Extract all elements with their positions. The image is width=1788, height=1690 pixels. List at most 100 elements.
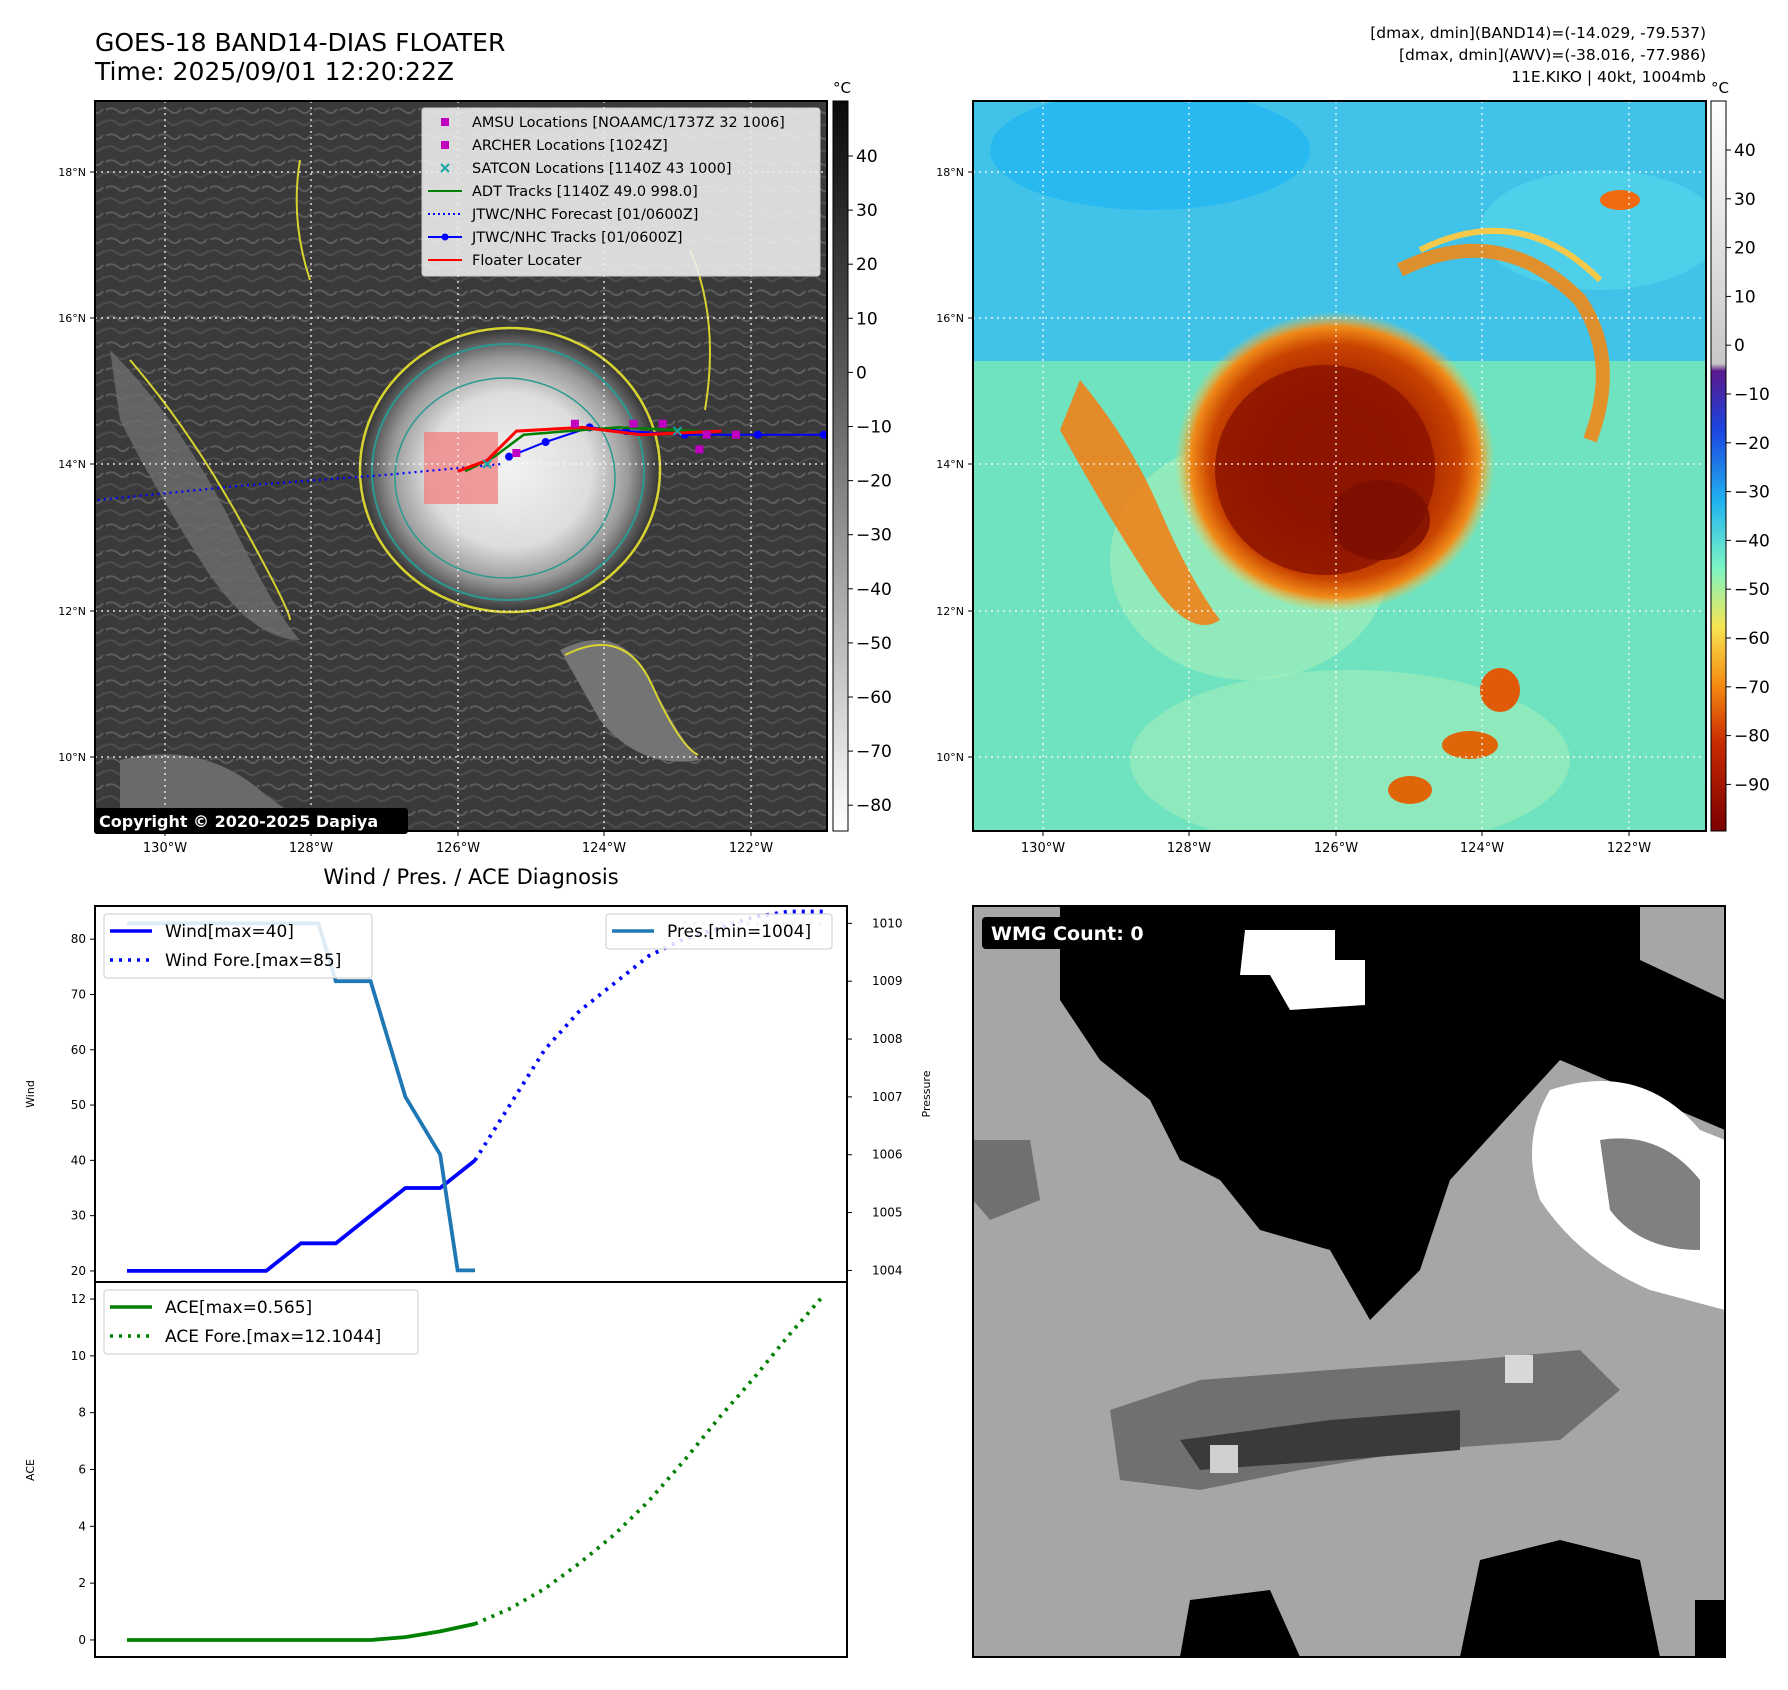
amsu-marker xyxy=(629,419,638,428)
wind-axis-label: Wind xyxy=(24,1080,37,1108)
lon-tick-label: 128°W xyxy=(289,841,333,856)
colorbar-tick-label: −60 xyxy=(856,688,892,708)
legend-label: AMSU Locations [NOAAMC/1737Z 32 1006] xyxy=(472,115,785,131)
wmg-count-label: WMG Count: 0 xyxy=(991,923,1144,945)
colorbar-tick-label: −70 xyxy=(856,742,892,762)
jtwc-track-point xyxy=(819,430,827,439)
colorbar-tick-label: −60 xyxy=(1734,629,1770,649)
colorbar-tick-label: −40 xyxy=(856,580,892,600)
lat-tick-label: 18°N xyxy=(936,166,964,179)
legend-label: ADT Tracks [1140Z 49.0 998.0] xyxy=(472,184,698,200)
amsu-marker xyxy=(702,430,711,439)
amsu-marker xyxy=(658,419,667,428)
legend-label: SATCON Locations [1140Z 43 1000] xyxy=(472,161,731,177)
colorbar-tick-label: 10 xyxy=(1734,287,1756,307)
satcon-marker xyxy=(672,426,683,436)
wmg-frame xyxy=(972,905,1726,1658)
floater-box xyxy=(424,432,498,504)
temp-colorbar-unit: °C xyxy=(1711,79,1729,97)
lon-tick-label: 130°W xyxy=(1021,841,1065,856)
legend-label: JTWC/NHC Tracks [01/0600Z] xyxy=(471,230,683,246)
track-layer xyxy=(95,419,827,502)
archer-marker xyxy=(512,449,521,458)
colorbar-tick-label: −80 xyxy=(856,796,892,816)
lat-tick-label: 16°N xyxy=(936,312,964,325)
lat-tick-label: 14°N xyxy=(58,458,86,471)
pressure-legend-label: Pres.[min=1004] xyxy=(667,922,811,942)
temp-map-frame xyxy=(972,100,1707,832)
wind-tick-label: 50 xyxy=(71,1098,86,1112)
ace-tick-label: 8 xyxy=(78,1406,86,1420)
wind-tick-label: 80 xyxy=(71,932,86,946)
colorbar-tick-label: 40 xyxy=(1734,141,1756,161)
storm-cloud-ir xyxy=(362,330,658,610)
legend-marker-square xyxy=(441,118,449,126)
legend-label: JTWC/NHC Forecast [01/0600Z] xyxy=(471,207,698,223)
ace-legend: ACE[max=0.565] ACE Fore.[max=12.1044] xyxy=(103,1289,419,1355)
lon-tick-label: 130°W xyxy=(143,841,187,856)
amsu-marker xyxy=(570,419,579,428)
pressure-tick-label: 1004 xyxy=(872,1263,903,1277)
colorbar-tick-label: −40 xyxy=(1734,531,1770,551)
legend-label: ARCHER Locations [1024Z] xyxy=(472,138,668,154)
diagnosis-charts: Wind / Pres. / ACE Diagnosis 20304050607… xyxy=(24,865,933,1658)
lon-tick-label: 122°W xyxy=(1607,841,1651,856)
ir-map-panel: AMSU Locations [NOAAMC/1737Z 32 1006] ARC… xyxy=(94,79,892,834)
colorbar-tick-label: 10 xyxy=(856,309,878,329)
diagnosis-title: Wind / Pres. / ACE Diagnosis xyxy=(323,865,618,889)
wmg-badge xyxy=(982,917,1160,949)
wind-tick-label: 60 xyxy=(71,1043,86,1057)
colorbar-tick-label: 30 xyxy=(1734,190,1756,210)
ace-tick-label: 2 xyxy=(78,1576,86,1590)
colorbar-tick-label: 0 xyxy=(856,363,867,383)
colorbar-tick-label: −20 xyxy=(1734,434,1770,454)
temp-map-panel: °C 40 30 20 10 0 −10 −20 −30 −40 −50 −60 −70 −80 −90 xyxy=(972,79,1770,832)
colorbar-tick-label: −80 xyxy=(1734,727,1770,747)
lat-tick-label: 18°N xyxy=(58,166,86,179)
ace-tick-label: 6 xyxy=(78,1463,86,1477)
amsu-marker xyxy=(731,430,740,439)
wmg-panel: WMG Count: 0 xyxy=(972,905,1726,1658)
figure-title: GOES-18 BAND14-DIAS FLOATER xyxy=(95,28,505,57)
info-line-band14: [dmax, dmin](BAND14)=(-14.029, -79.537) xyxy=(1370,24,1706,42)
wind-legend-label: Wind[max=40] xyxy=(165,922,294,942)
figure-time: Time: 2025/09/01 12:20:22Z xyxy=(94,57,454,86)
temp-colorbar-ticks: 40 30 20 10 0 −10 −20 −30 −40 −50 −60 −70 −80 −90 xyxy=(1726,141,1770,795)
lat-tick-label: 14°N xyxy=(936,458,964,471)
wind-tick-label: 40 xyxy=(71,1153,86,1167)
colorbar-tick-label: −30 xyxy=(1734,483,1770,503)
lat-tick-label: 12°N xyxy=(936,605,964,618)
lat-tick-label: 12°N xyxy=(58,605,86,618)
lon-tick-label: 128°W xyxy=(1167,841,1211,856)
colorbar-tick-label: 40 xyxy=(856,147,878,167)
jtwc-track-point xyxy=(541,438,550,447)
colorbar-tick-label: −70 xyxy=(1734,678,1770,698)
series-line-1 xyxy=(473,909,823,1162)
colorbar-tick-label: −10 xyxy=(856,418,892,438)
colorbar-tick-label: −50 xyxy=(856,634,892,654)
ace-tick-label: 4 xyxy=(78,1519,86,1533)
colorbar-tick-label: −30 xyxy=(856,526,892,546)
info-line-awv: [dmax, dmin](AWV)=(-38.016, -77.986) xyxy=(1399,46,1706,64)
lat-tick-label: 10°N xyxy=(936,751,964,764)
colorbar-tick-label: 20 xyxy=(1734,239,1756,259)
ace-axis-label: ACE xyxy=(24,1459,37,1481)
ace-series-line-0 xyxy=(127,1622,476,1642)
lon-tick-label: 126°W xyxy=(436,841,480,856)
ace-series-line-1 xyxy=(474,1294,825,1626)
lat-tick-label: 10°N xyxy=(58,751,86,764)
info-line-storm: 11E.KIKO | 40kt, 1004mb xyxy=(1511,68,1706,86)
wmg-dark-region xyxy=(1060,906,1725,1320)
ir-colorbar xyxy=(832,100,849,832)
pressure-tick-label: 1008 xyxy=(872,1032,903,1046)
archer-marker xyxy=(695,445,704,454)
colorbar-tick-label: −50 xyxy=(1734,580,1770,600)
series-line-0 xyxy=(127,1158,477,1273)
lon-tick-label: 126°W xyxy=(1314,841,1358,856)
jtwc-forecast-track xyxy=(95,462,502,502)
ace-legend-label: ACE[max=0.565] xyxy=(165,1298,312,1318)
legend-marker-x xyxy=(440,163,450,173)
ir-colorbar-ticks: 40 30 20 10 0 −10 −20 −30 −40 −50 −60 −70 −80 xyxy=(848,147,892,816)
pressure-legend: Pres.[min=1004] xyxy=(605,913,833,950)
pressure-tick-label: 1010 xyxy=(872,916,903,930)
